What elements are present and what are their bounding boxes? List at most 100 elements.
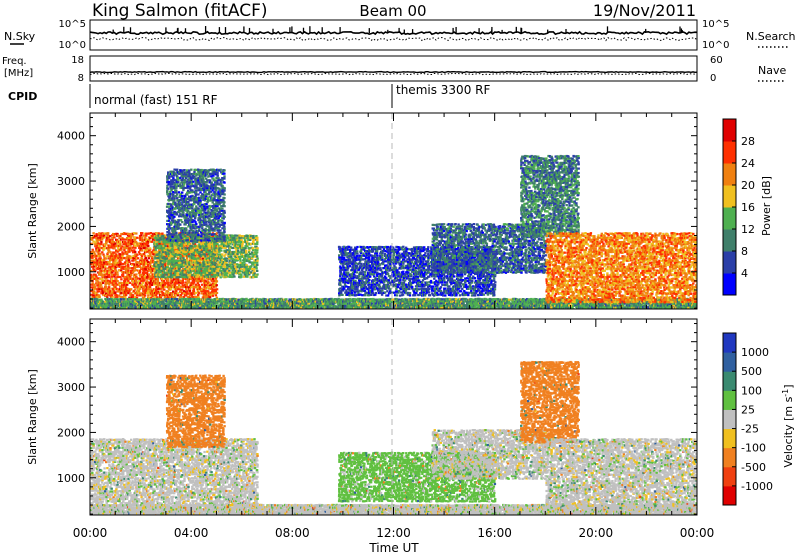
power-cell — [188, 287, 192, 290]
power-cell — [174, 294, 177, 297]
power-cell — [211, 209, 214, 212]
power-cell — [203, 271, 206, 274]
power-cell — [106, 296, 109, 299]
power-cell — [219, 261, 222, 264]
power-cell — [202, 255, 205, 258]
power-cell — [94, 234, 97, 237]
power-cell — [185, 292, 189, 295]
power-cell — [94, 285, 97, 288]
power-cell — [208, 265, 212, 268]
power-cell — [239, 257, 242, 260]
power-cell — [104, 287, 107, 290]
power-cell — [139, 259, 142, 262]
power-cell — [172, 177, 175, 180]
power-cell — [167, 241, 170, 244]
power-cell — [91, 248, 94, 251]
power-cell — [208, 191, 211, 194]
power-cell — [102, 265, 105, 269]
power-cell — [158, 290, 162, 293]
power-cell — [192, 251, 195, 254]
power-cell — [153, 241, 156, 244]
power-cell — [180, 249, 183, 252]
power-cell — [181, 207, 184, 210]
power-cell — [213, 283, 216, 287]
power-cell — [147, 236, 151, 239]
power-cell — [90, 269, 93, 272]
power-cell — [177, 237, 180, 240]
power-cell — [242, 264, 245, 267]
power-cell — [243, 269, 246, 272]
power-cell — [205, 233, 208, 236]
power-cell — [126, 289, 129, 292]
power-cell — [171, 292, 174, 295]
power-cell — [207, 197, 210, 200]
power-cell — [107, 306, 110, 309]
power-cell — [176, 183, 179, 186]
power-cell — [206, 247, 209, 250]
power-cell — [211, 257, 214, 260]
power-cell — [143, 294, 147, 297]
power-cell — [185, 290, 189, 293]
power-cell — [165, 273, 168, 276]
power-cell — [122, 298, 125, 301]
power-cell — [167, 243, 170, 246]
power-cell — [125, 306, 128, 309]
power-cell — [107, 240, 110, 243]
power-cell — [127, 287, 130, 290]
power-cell — [252, 271, 255, 275]
power-cell — [161, 292, 165, 295]
power-cell — [96, 284, 99, 287]
power-cell — [176, 193, 179, 196]
power-cell — [206, 280, 210, 283]
power-cell — [96, 244, 99, 247]
power-cell — [175, 276, 178, 279]
power-cell — [211, 201, 214, 204]
power-cell — [185, 256, 189, 260]
power-cell — [149, 252, 152, 255]
power-cell — [195, 222, 198, 226]
power-cell — [143, 252, 146, 256]
power-cell — [191, 205, 194, 208]
power-cell — [106, 304, 109, 307]
power-cell — [196, 239, 199, 242]
power-cell — [142, 285, 146, 288]
power-cell — [205, 261, 208, 264]
power-cell — [158, 254, 161, 258]
power-cell — [167, 292, 171, 295]
power-cell — [190, 263, 193, 266]
power-cell — [94, 258, 97, 261]
power-cell — [119, 295, 122, 298]
power-cell — [166, 211, 170, 214]
power-cell — [96, 290, 99, 293]
power-cell — [118, 283, 121, 286]
power-cell — [238, 255, 241, 258]
power-cell — [166, 268, 169, 271]
power-cell — [255, 265, 258, 268]
power-cell — [199, 253, 202, 256]
power-cell — [172, 278, 176, 281]
power-cell — [172, 290, 175, 293]
power-cell — [212, 174, 215, 177]
power-cell — [91, 237, 94, 240]
power-cell — [199, 221, 202, 224]
power-cell — [179, 235, 182, 238]
power-cell — [163, 253, 166, 256]
power-cell — [135, 276, 138, 279]
power-cell — [114, 271, 117, 274]
power-cell — [153, 243, 156, 246]
power-cell — [198, 263, 201, 266]
power-cell — [196, 207, 199, 210]
power-cell — [251, 251, 254, 254]
power-cell — [167, 255, 171, 258]
power-cell — [223, 193, 226, 196]
power-cell — [240, 235, 243, 238]
power-cell — [182, 295, 186, 299]
power-cell — [136, 253, 139, 256]
power-cell — [111, 290, 114, 293]
power-cell — [187, 185, 190, 188]
power-cell — [227, 275, 230, 278]
power-cell — [196, 240, 199, 243]
power-cell — [250, 271, 253, 274]
power-cell — [192, 211, 195, 214]
power-cell — [186, 191, 189, 194]
